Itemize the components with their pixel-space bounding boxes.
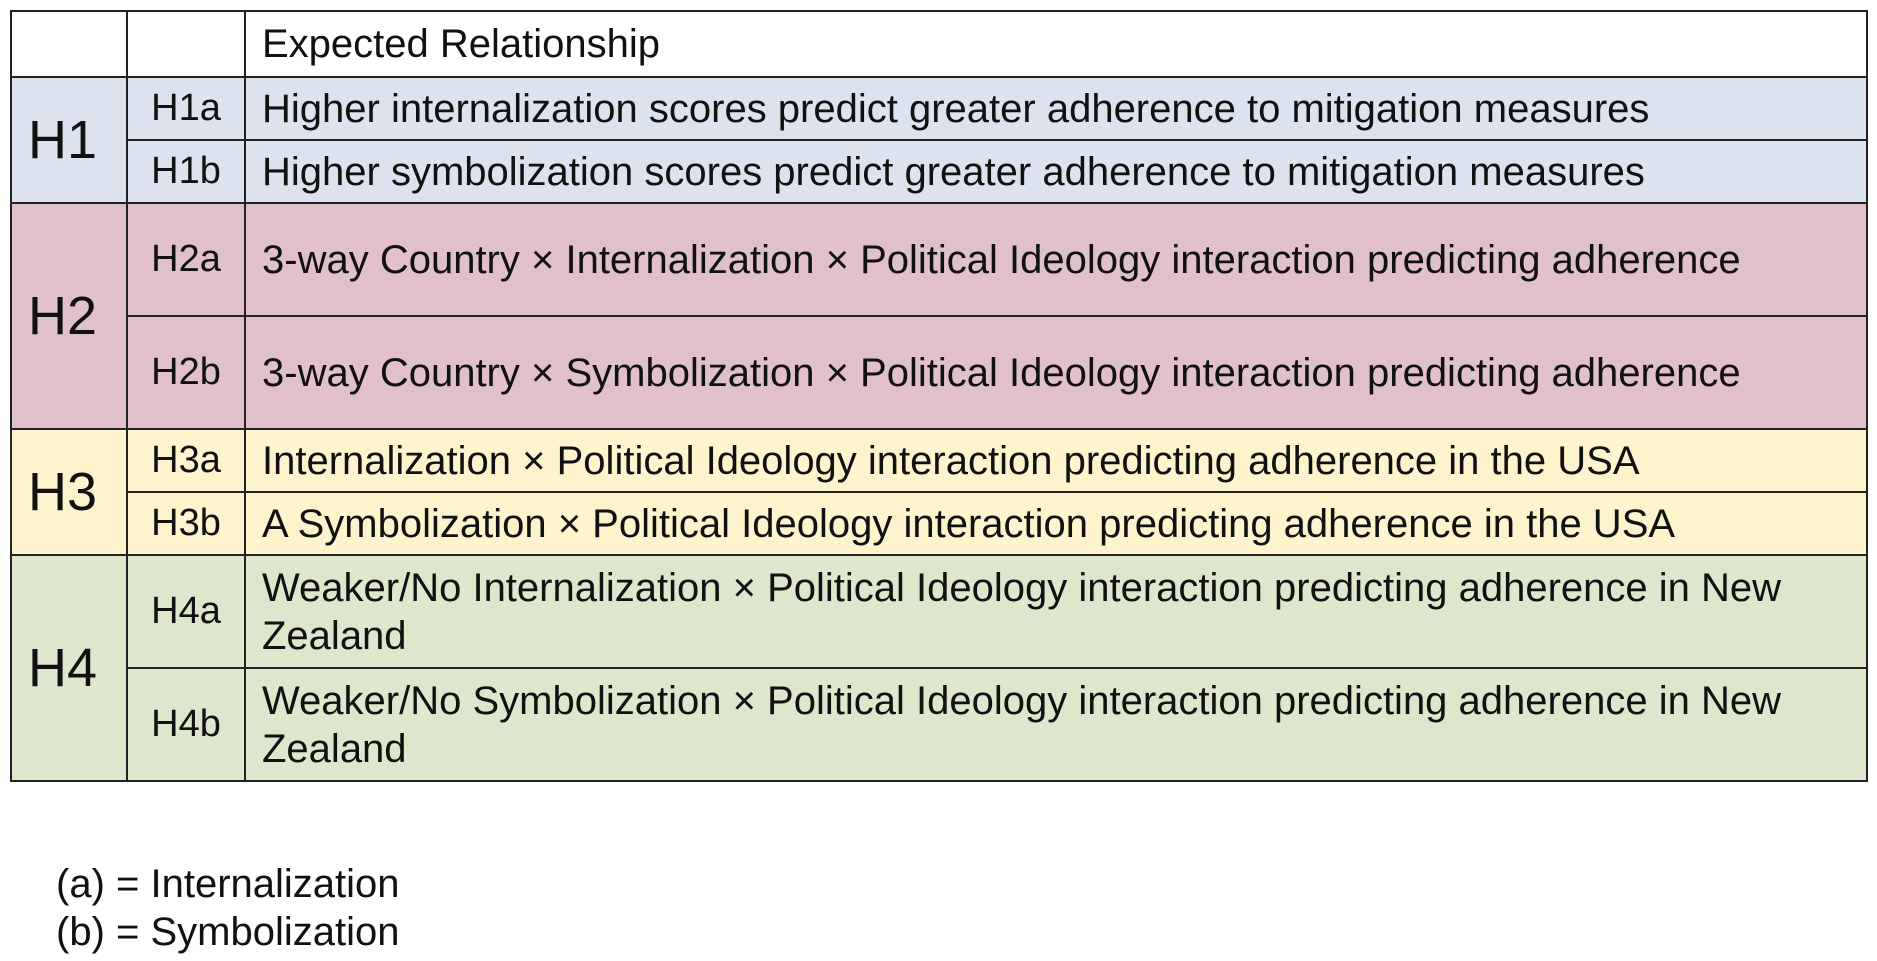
group-label-cell: H1 [10,76,128,204]
table-row: H1b Higher symbolization scores predict … [11,139,1868,204]
table-row: H4 H4a Weaker/No Internalization × Polit… [10,554,1868,782]
table-row: H2 H2a 3-way Country × Internalization ×… [10,202,1868,430]
legend: (a) = Internalization (b) = Symbolizatio… [56,860,400,956]
header-group-cell [10,10,128,78]
group-label-cell: H2 [10,202,128,430]
table-row: H2b 3-way Country × Symbolization × Poli… [11,315,1868,430]
header-sub-cell [126,10,246,78]
sub-id-cell: H4b [126,667,246,782]
description-cell: 3-way Country × Symbolization × Politica… [244,315,1868,430]
legend-item-a: (a) = Internalization [56,862,400,906]
sub-id-cell: H2b [126,315,246,430]
sub-id-cell: H3b [126,491,246,556]
description-cell: Higher symbolization scores predict grea… [244,139,1868,204]
table-row: H3b A Symbolization × Political Ideology… [11,491,1868,556]
description-cell: Higher internalization scores predict gr… [244,76,1868,141]
sub-id-cell: H1a [126,76,246,141]
sub-id-cell: H3a [126,428,246,493]
hypotheses-table: Expected Relationship H1 H1a Higher inte… [10,10,1868,782]
description-cell: Weaker/No Symbolization × Political Ideo… [244,667,1868,782]
description-cell: Weaker/No Internalization × Political Id… [244,554,1868,669]
description-cell: Internalization × Political Ideology int… [244,428,1868,493]
legend-item-b: (b) = Symbolization [56,910,400,954]
table-row: H3 H3a Internalization × Political Ideol… [10,428,1868,556]
table-row: H4b Weaker/No Symbolization × Political … [11,667,1868,782]
sub-id-cell: H4a [126,554,246,669]
group-label-cell: H3 [10,428,128,556]
table-header-row: Expected Relationship [10,10,1868,78]
table-row: H1 H1a Higher internalization scores pre… [10,76,1868,204]
description-cell: 3-way Country × Internalization × Politi… [244,202,1868,317]
sub-id-cell: H2a [126,202,246,317]
header-description-cell: Expected Relationship [244,10,1868,78]
sub-id-cell: H1b [126,139,246,204]
description-cell: A Symbolization × Political Ideology int… [244,491,1868,556]
group-label-cell: H4 [10,554,128,782]
